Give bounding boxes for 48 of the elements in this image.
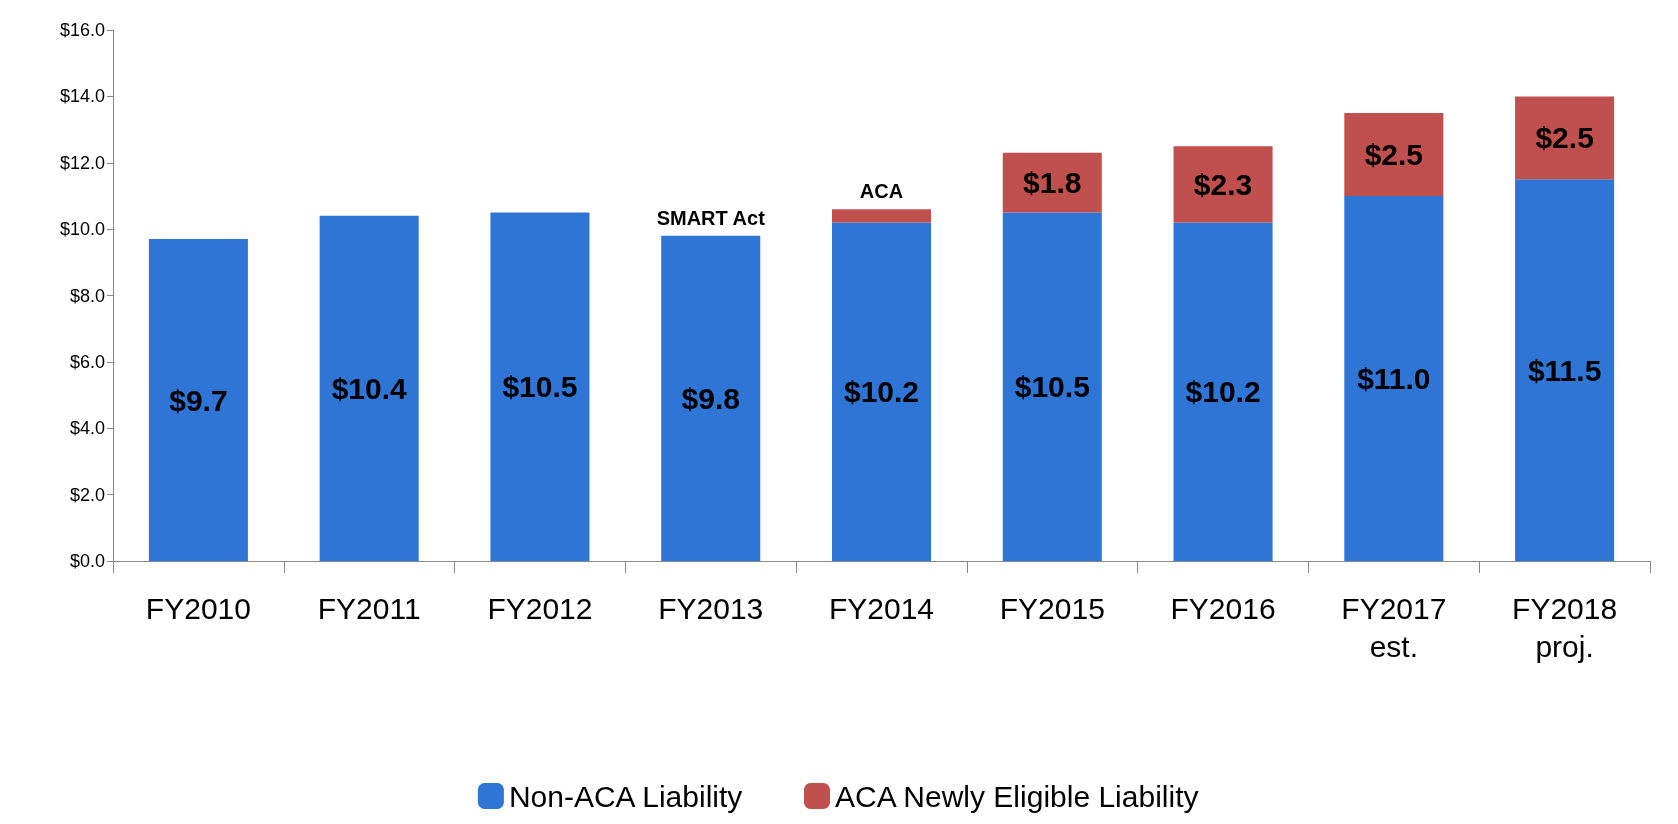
bar [1173,222,1273,561]
data-label: $2.5 [1364,137,1424,171]
data-label: $10.4 [331,371,408,405]
x-tick-label: FY2013 [658,591,764,625]
data-label: $10.5 [1014,370,1090,404]
bar [1002,212,1102,561]
y-tick-label: $6.0 [69,351,105,372]
bar [1173,146,1273,223]
bar [148,239,248,561]
bar [319,215,419,561]
x-tick-label: FY2015 [999,591,1105,625]
bar [1344,112,1444,196]
data-label: $2.5 [1535,121,1594,155]
y-tick-label: $14.0 [59,86,105,107]
data-label: $11.0 [1357,361,1431,395]
bar [661,235,761,561]
bar [1515,179,1615,561]
x-tick-label: FY2012 [487,591,593,625]
bar [490,212,590,561]
y-tick-label: $8.0 [69,285,105,306]
y-tick-label: $2.0 [69,484,105,505]
x-tick-label: FY2016 [1170,591,1276,625]
bar [1515,96,1615,180]
data-label: $9.7 [169,383,228,417]
x-tick-label: FY2010 [145,591,251,625]
data-label: $1.8 [1023,166,1082,200]
bar [1344,195,1444,561]
y-tick-label: $0.0 [69,551,105,571]
bar [831,222,932,561]
y-tick-label: $16.0 [59,20,105,40]
bar [831,209,932,223]
data-label: $11.5 [1527,353,1602,387]
x-tick-label: FY2011 [317,591,421,625]
data-label: $2.3 [1193,167,1253,201]
data-label: $10.2 [1185,375,1261,409]
x-tick-label: FY2018 proj. [1512,591,1618,663]
y-tick-label: $12.0 [59,152,105,173]
data-label: $9.8 [681,381,740,415]
annotation: ACA [859,180,904,203]
y-tick-label: $4.0 [69,418,105,439]
data-label: $10.5 [502,370,578,404]
legend-label: ACA Newly Eligible Liability [834,779,1199,813]
y-tick-label: $10.0 [59,219,105,240]
legend-label: Non-ACA Liability [508,779,743,813]
data-label: $10.2 [843,375,920,409]
x-tick-label: FY2014 [828,591,935,625]
annotation: SMART Act [656,206,766,229]
x-tick-label: FY2017 est. [1341,591,1447,663]
